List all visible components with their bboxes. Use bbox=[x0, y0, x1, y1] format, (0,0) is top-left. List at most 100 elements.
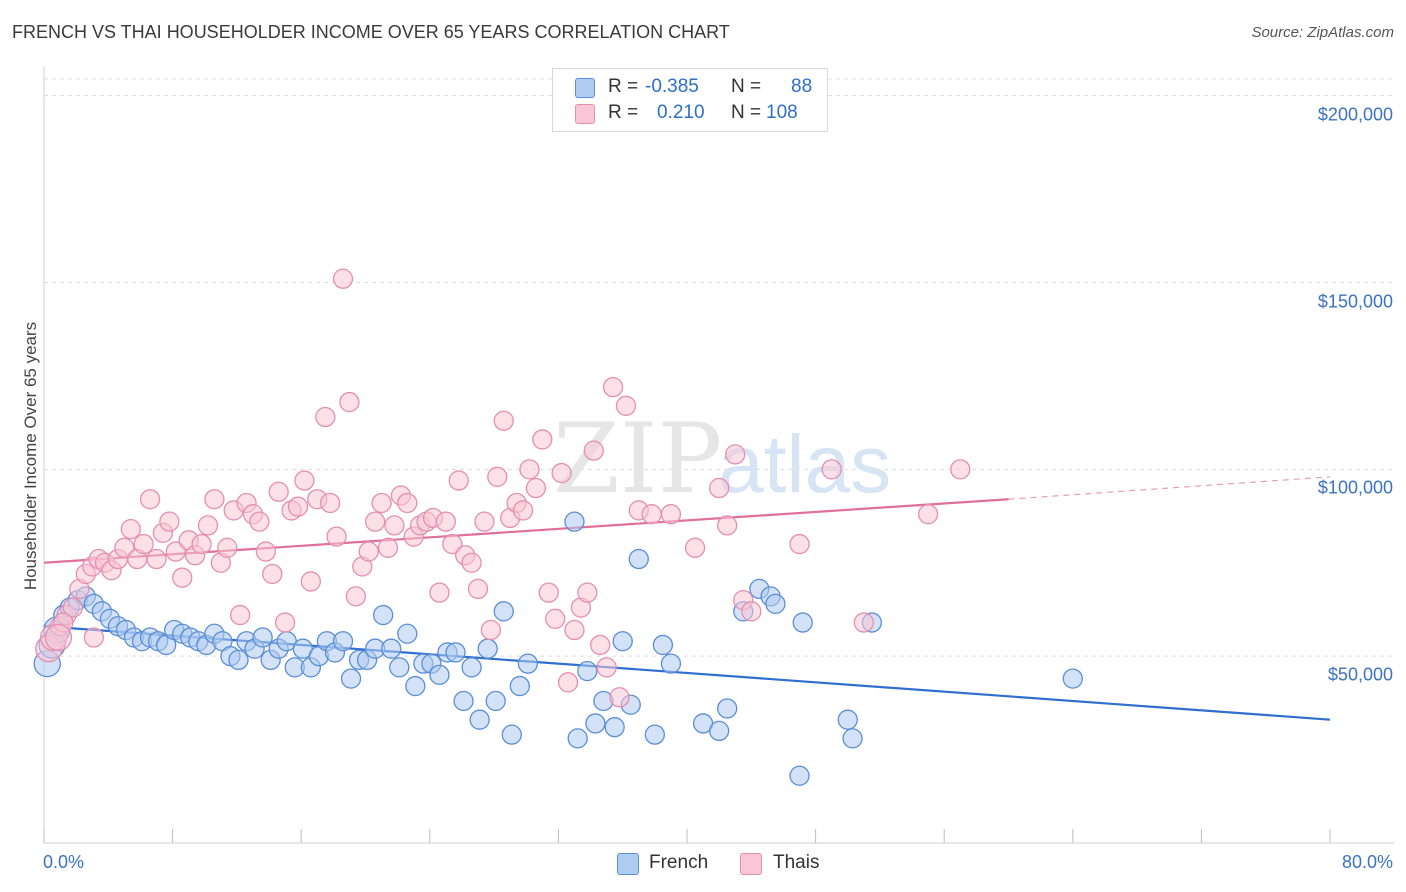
data-point-thais bbox=[114, 537, 135, 558]
data-point-thais bbox=[429, 582, 450, 603]
legend-n-value-thais: 108 bbox=[766, 102, 798, 123]
data-point-thais bbox=[326, 526, 347, 547]
data-point-french bbox=[485, 690, 506, 712]
legend-r-value-french: -0.385 bbox=[645, 76, 699, 97]
axes bbox=[43, 67, 1394, 844]
legend-r-value-thais: 0.210 bbox=[657, 102, 705, 123]
data-point-thais bbox=[789, 533, 810, 555]
legend-swatch-thais bbox=[575, 104, 595, 124]
data-point-thais bbox=[487, 466, 508, 487]
data-point-thais bbox=[519, 459, 540, 480]
correlation-legend: R = -0.385 N = 88 R = 0.210 N = 108 bbox=[552, 68, 828, 132]
data-point-thais bbox=[590, 634, 611, 656]
y-tick-label: $200,000 bbox=[1317, 104, 1393, 125]
data-point-french bbox=[577, 660, 598, 682]
data-point-thais bbox=[146, 548, 167, 570]
data-point-thais bbox=[684, 537, 706, 558]
data-point-french bbox=[612, 631, 633, 652]
data-point-thais bbox=[821, 459, 842, 480]
data-point-french bbox=[493, 601, 514, 622]
data-point-thais bbox=[83, 627, 104, 648]
data-point-thais bbox=[615, 395, 637, 416]
data-point-thais bbox=[602, 376, 624, 398]
data-point-french bbox=[340, 668, 362, 689]
data-point-french bbox=[567, 728, 588, 749]
trend-extension-thais bbox=[1008, 476, 1331, 500]
data-point-thais bbox=[345, 586, 367, 607]
legend-n-label: N = bbox=[731, 102, 762, 123]
data-point-thais bbox=[435, 511, 457, 532]
data-point-thais bbox=[133, 533, 154, 555]
data-point-thais bbox=[641, 504, 662, 525]
chart-title: FRENCH VS THAI HOUSEHOLDER INCOME OVER 6… bbox=[12, 22, 730, 42]
data-point-thais bbox=[229, 604, 251, 626]
data-point-french bbox=[765, 593, 786, 615]
data-point-thais bbox=[139, 489, 161, 510]
data-point-french bbox=[461, 657, 482, 678]
data-point-french bbox=[1062, 668, 1083, 689]
data-point-thais bbox=[917, 504, 939, 525]
data-point-french bbox=[429, 664, 450, 686]
y-tick-label: $150,000 bbox=[1317, 291, 1393, 311]
data-point-thais bbox=[577, 582, 598, 603]
data-point-thais bbox=[564, 619, 585, 641]
watermark-atlas: atlas bbox=[718, 419, 891, 510]
data-point-thais bbox=[332, 268, 354, 289]
legend-n-value-french: 88 bbox=[791, 76, 813, 97]
data-point-french bbox=[469, 709, 490, 730]
y-tick-label: $100,000 bbox=[1317, 477, 1393, 498]
data-point-thais bbox=[467, 578, 489, 600]
data-point-thais bbox=[717, 515, 738, 536]
data-point-thais bbox=[609, 687, 630, 708]
x-tick-label-max: 80.0% bbox=[1341, 852, 1393, 872]
data-point-thais bbox=[44, 623, 73, 652]
data-point-thais bbox=[397, 492, 418, 514]
data-point-thais bbox=[217, 537, 238, 558]
gridlines bbox=[44, 78, 1394, 657]
data-point-thais bbox=[853, 612, 874, 633]
data-point-thais bbox=[287, 496, 309, 517]
data-point-french bbox=[792, 612, 813, 633]
data-point-thais bbox=[358, 541, 379, 562]
data-point-french bbox=[628, 548, 649, 570]
data-point-thais bbox=[532, 429, 553, 450]
legend-r-label: R = bbox=[608, 102, 639, 123]
watermark: ZIP atlas bbox=[553, 403, 891, 515]
data-point-thais bbox=[62, 597, 84, 618]
data-point-thais bbox=[596, 657, 617, 678]
data-point-french bbox=[585, 713, 606, 734]
data-point-french bbox=[789, 765, 810, 786]
data-point-french bbox=[228, 649, 249, 671]
data-point-french bbox=[604, 717, 625, 738]
data-point-french bbox=[397, 623, 418, 644]
data-point-thais bbox=[197, 515, 219, 536]
data-point-french bbox=[842, 728, 863, 749]
data-point-thais bbox=[950, 459, 971, 480]
data-point-thais bbox=[493, 410, 514, 431]
data-point-thais bbox=[255, 541, 276, 562]
series-thais-points bbox=[35, 268, 971, 708]
chart-source: Source: ZipAtlas.com bbox=[1251, 24, 1394, 41]
data-point-french bbox=[373, 604, 394, 626]
data-point-thais bbox=[525, 477, 547, 499]
data-point-french bbox=[405, 675, 426, 697]
data-point-thais bbox=[474, 511, 495, 532]
data-point-thais bbox=[377, 537, 399, 558]
data-point-thais bbox=[191, 533, 212, 555]
series-swatch-french bbox=[617, 853, 639, 875]
data-point-thais bbox=[249, 511, 270, 532]
data-point-thais bbox=[120, 518, 141, 540]
data-point-thais bbox=[165, 541, 186, 562]
data-point-thais bbox=[461, 552, 482, 573]
data-point-french bbox=[717, 698, 738, 719]
data-point-thais bbox=[268, 481, 289, 502]
data-point-french bbox=[332, 631, 354, 652]
x-tick-label-min: 0.0% bbox=[43, 852, 85, 872]
data-point-french bbox=[517, 653, 539, 674]
data-point-french bbox=[652, 634, 674, 656]
data-point-thais bbox=[725, 444, 746, 465]
legend-r-label: R = bbox=[608, 76, 639, 97]
data-point-thais bbox=[384, 515, 405, 536]
data-point-french bbox=[660, 653, 682, 674]
